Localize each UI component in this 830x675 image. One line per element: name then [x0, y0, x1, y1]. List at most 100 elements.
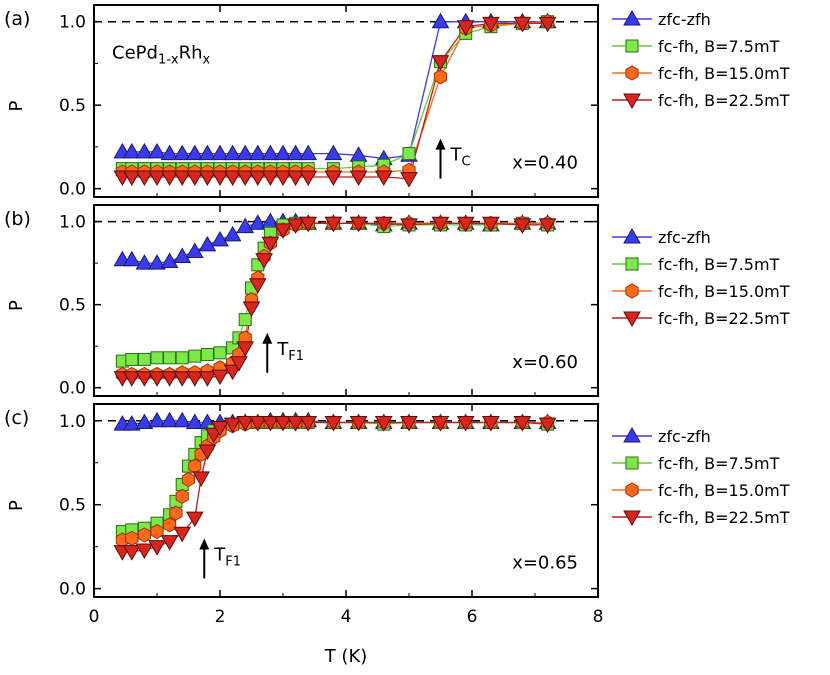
- data-point: [135, 413, 154, 429]
- x-tick-label: 6: [467, 607, 478, 627]
- data-point: [137, 527, 151, 543]
- composition-label: x=0.60: [512, 352, 578, 373]
- data-point: [148, 540, 166, 556]
- data-point: [198, 144, 217, 161]
- x-tick-label: 8: [593, 607, 604, 627]
- data-point: [173, 411, 192, 428]
- transition-arrowhead: [199, 538, 210, 550]
- data-point: [173, 371, 192, 387]
- data-point: [456, 415, 475, 432]
- y-tick-label: 0.5: [59, 96, 86, 116]
- data-point: [211, 170, 229, 186]
- data-point: [188, 458, 202, 474]
- data-point: [175, 351, 189, 365]
- data-point: [324, 415, 343, 432]
- data-point: [122, 415, 141, 431]
- data-point: [349, 216, 368, 233]
- data-point: [236, 170, 255, 186]
- series-markers-3: [113, 16, 557, 188]
- data-point: [374, 216, 393, 233]
- legend-label: fc-fh, B=22.5mT: [658, 309, 790, 328]
- series-markers-1: [115, 216, 555, 368]
- transition-arrowhead: [435, 138, 446, 150]
- y-tick-label: 1.0: [59, 213, 86, 233]
- data-point: [238, 313, 252, 327]
- transition-label: TF1: [276, 339, 304, 364]
- composition-label: x=0.40: [512, 153, 578, 174]
- data-point: [211, 420, 229, 437]
- x-tick-label: 0: [89, 607, 100, 627]
- data-point: [248, 214, 267, 230]
- data-point: [198, 235, 217, 252]
- data-point: [482, 216, 500, 233]
- data-point: [349, 146, 368, 162]
- data-point: [122, 250, 141, 267]
- data-point: [135, 543, 154, 560]
- data-point: [192, 471, 210, 487]
- y-tick-label: 1.0: [59, 412, 86, 432]
- legend-marker: [623, 510, 641, 527]
- data-point: [456, 20, 475, 36]
- data-point: [160, 252, 179, 268]
- data-point: [248, 278, 267, 294]
- data-point: [433, 69, 448, 85]
- legend-marker: [625, 456, 639, 470]
- data-point: [122, 545, 141, 561]
- data-point: [125, 352, 139, 366]
- data-point: [402, 147, 416, 161]
- data-point: [482, 415, 500, 432]
- data-point: [274, 223, 292, 239]
- data-point: [148, 142, 166, 159]
- data-point: [286, 170, 305, 186]
- legend-marker: [623, 426, 641, 443]
- data-point: [185, 511, 204, 528]
- transition-label: TC: [450, 145, 471, 170]
- y-tick-label: 0.0: [59, 180, 86, 200]
- legend-marker: [625, 257, 639, 271]
- data-point: [324, 170, 343, 186]
- data-point: [349, 170, 368, 186]
- panel-label: (a): [4, 8, 30, 30]
- data-point: [213, 346, 227, 360]
- data-point: [211, 369, 229, 386]
- data-point: [236, 217, 255, 234]
- data-point: [242, 301, 261, 317]
- legend-label: fc-fh, B=7.5mT: [658, 255, 780, 274]
- data-point: [198, 371, 217, 387]
- data-point: [374, 415, 393, 432]
- data-point: [248, 415, 267, 432]
- data-point: [513, 16, 532, 33]
- data-point: [223, 225, 242, 242]
- legend-0: zfc-zfh fc-fh, B=7.5mT fc-fh, B=15.0mT fc-f…: [612, 9, 790, 110]
- y-axis-title: P: [6, 100, 27, 111]
- data-point: [274, 415, 292, 432]
- legend-label: fc-fh, B=7.5mT: [658, 37, 780, 56]
- data-point: [482, 16, 500, 33]
- data-point: [173, 144, 192, 161]
- data-point: [431, 216, 450, 233]
- y-tick-label: 0.0: [59, 580, 86, 600]
- data-point: [160, 144, 179, 161]
- data-point: [160, 535, 179, 551]
- data-point: [230, 356, 248, 372]
- data-point: [135, 371, 154, 387]
- data-point: [299, 415, 318, 432]
- data-point: [148, 411, 166, 428]
- y-tick-label: 1.0: [59, 13, 86, 33]
- data-point: [513, 415, 532, 432]
- data-point: [223, 170, 242, 186]
- legend-marker: [623, 227, 641, 244]
- legend-marker: [625, 482, 639, 498]
- data-point: [148, 170, 166, 186]
- legend-label: fc-fh, B=7.5mT: [658, 454, 780, 473]
- data-point: [299, 170, 318, 186]
- data-point: [198, 170, 217, 186]
- y-axis-title: P: [6, 500, 27, 511]
- data-point: [188, 349, 202, 363]
- data-point: [148, 371, 166, 387]
- legend-label: zfc-zfh: [658, 228, 711, 247]
- panel-1: 0.0 0.5 1.0 P (b) x=0.60 TF1: [4, 204, 599, 399]
- legend-marker: [625, 65, 639, 81]
- data-point: [236, 415, 255, 432]
